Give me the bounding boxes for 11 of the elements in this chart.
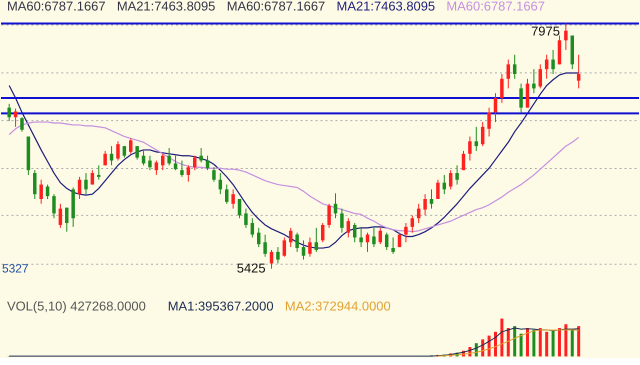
text: MA60:6787.1667 [6,0,106,14]
text: MA21:7463.8095 [336,0,436,14]
text: MA2:372944.0000 [284,298,391,314]
text: MA60:6787.1667 [226,0,326,14]
text: MA1:395367.2000 [168,298,274,314]
annotation: 5327 [2,262,29,276]
annotation: 5425 [236,260,266,276]
annotation: 7975 [531,23,560,38]
text: MA21:7463.8095 [116,0,216,14]
text: MA60:6787.1667 [446,0,545,14]
chart-title: VOL(5,10) 427268.0000 [6,298,146,314]
